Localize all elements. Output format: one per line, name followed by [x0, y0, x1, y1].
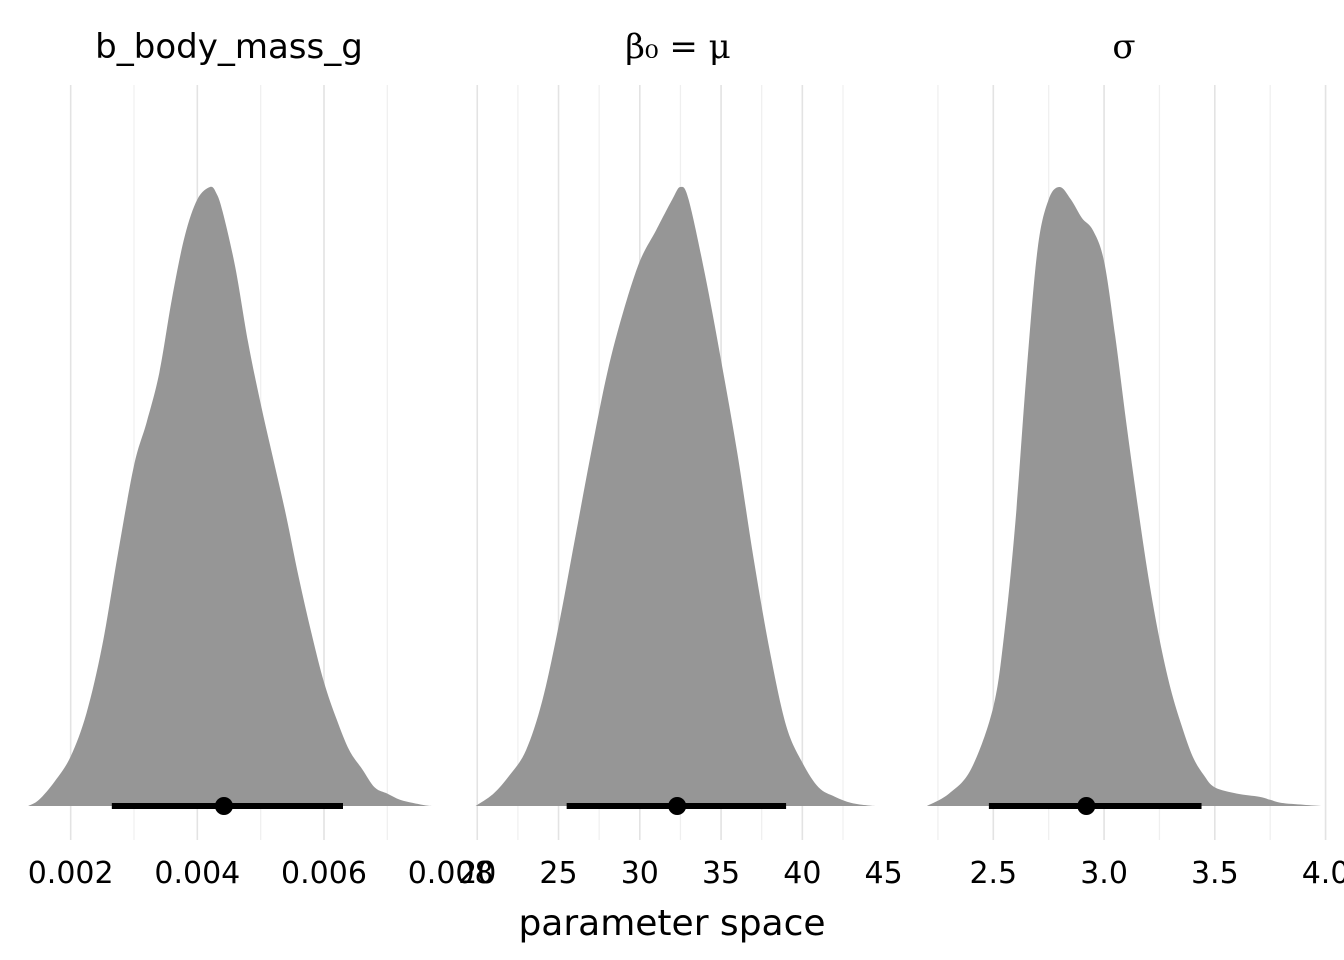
x-axis-title: parameter space: [518, 903, 825, 944]
x-tick-label: 3.5: [1191, 856, 1239, 891]
x-tick-label: 25: [539, 856, 577, 891]
x-tick-label: 0.002: [28, 856, 114, 891]
facet-panels: 0.002 0.004 0.006 0.008 b_body_mass_g 20 25 30 3…: [28, 27, 1344, 891]
x-tick-label: 30: [621, 856, 659, 891]
median-point: [214, 797, 233, 815]
x-tick-label: 35: [702, 856, 740, 891]
median-point: [1077, 797, 1096, 815]
x-tick-label: 40: [783, 856, 821, 891]
density-area: [28, 186, 432, 806]
facet-panel-3: 2.5 3.0 3.5 4.0 σ: [926, 27, 1344, 891]
x-tick-label: 0.008: [408, 856, 494, 891]
facet-panel-1: 0.002 0.004 0.006 0.008 b_body_mass_g: [28, 27, 494, 891]
facet-title: b_body_mass_g: [95, 27, 363, 67]
facet-panel-2: 20 25 30 35 40 45 β₀ = μ: [458, 27, 903, 891]
median-point: [668, 797, 687, 815]
facet-title: β₀ = μ: [625, 27, 731, 67]
x-tick-label: 20: [458, 856, 496, 891]
density-area: [475, 186, 876, 807]
facet-title: σ: [1112, 27, 1135, 67]
x-tick-label: 3.0: [1080, 856, 1128, 891]
x-tick-label: 0.004: [154, 856, 240, 891]
x-tick-label: 2.5: [969, 856, 1017, 891]
x-tick-label: 4.0: [1302, 856, 1344, 891]
x-tick-label: 0.006: [281, 856, 367, 891]
density-area: [926, 187, 1322, 806]
x-tick-label: 45: [865, 856, 903, 891]
